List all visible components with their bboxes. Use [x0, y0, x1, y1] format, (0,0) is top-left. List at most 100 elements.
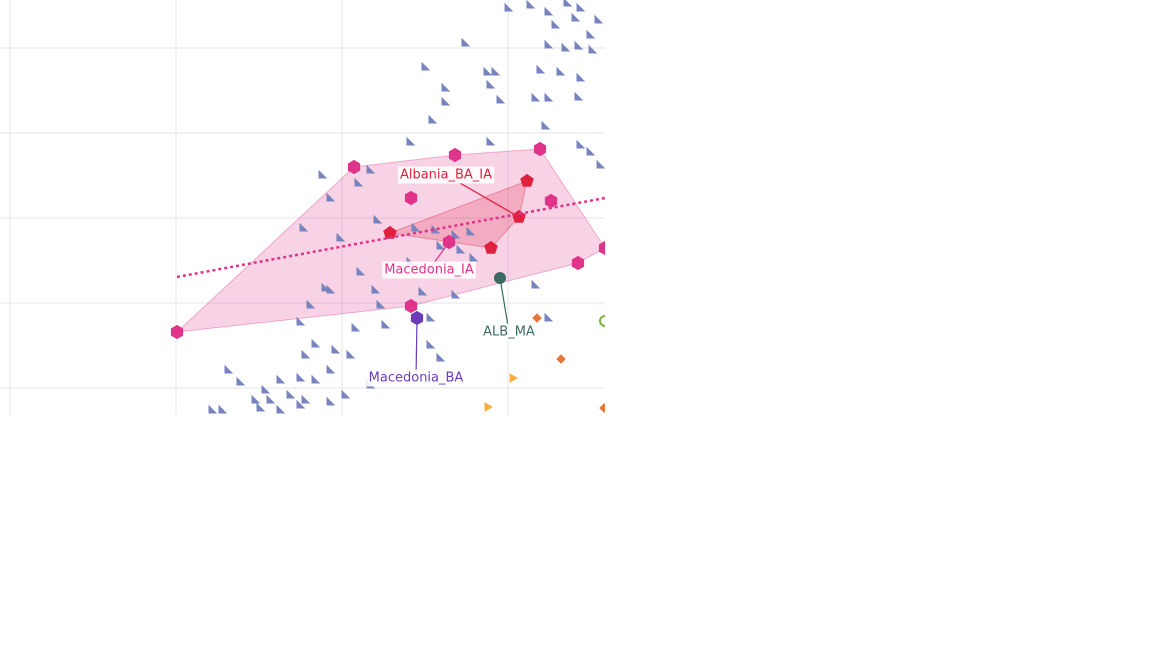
point: [256, 402, 266, 412]
point: [301, 394, 311, 404]
point: [441, 82, 451, 92]
point: [544, 193, 558, 209]
point: [354, 177, 364, 187]
point: [599, 403, 605, 413]
point: [509, 373, 519, 383]
point: [436, 352, 446, 362]
point: [586, 146, 596, 156]
point: [483, 66, 493, 76]
point: [571, 255, 585, 271]
point: [496, 94, 506, 104]
point: [486, 136, 496, 146]
point: [404, 298, 418, 314]
point: [371, 284, 381, 294]
point: [326, 192, 336, 202]
point: [311, 374, 321, 384]
point: [276, 404, 286, 414]
point: [461, 37, 471, 47]
point: [536, 64, 546, 74]
point: [406, 136, 416, 146]
point: [296, 372, 306, 382]
point: [544, 6, 554, 16]
point: [336, 232, 346, 242]
point: [373, 214, 383, 224]
point: [306, 299, 316, 309]
point: [484, 240, 498, 254]
point: [426, 312, 436, 322]
point: [576, 72, 586, 82]
point: [563, 0, 573, 7]
point: [251, 394, 261, 404]
annotation-bg: [481, 323, 537, 341]
trend-line: [176, 196, 605, 279]
point: [531, 92, 541, 102]
point: [421, 61, 431, 71]
point: [451, 289, 461, 299]
point: [376, 299, 386, 309]
point: [469, 252, 479, 262]
annotation-label: Macedonia_IA: [384, 263, 474, 278]
annotation-arrow: [415, 317, 418, 379]
point: [556, 354, 566, 364]
annotation-bg: [366, 369, 466, 387]
point: [296, 316, 306, 326]
point: [224, 364, 234, 374]
point: [451, 229, 461, 239]
point: [520, 173, 534, 187]
point: [311, 338, 321, 348]
point: [456, 244, 466, 254]
point: [544, 39, 554, 49]
annotations: Macedonia_IA Albania_BA_IA ALB_MA Macedonia…: [366, 166, 537, 387]
point: [428, 114, 438, 124]
point: [170, 324, 184, 340]
point: [571, 12, 581, 22]
point: [596, 159, 605, 169]
annotation-bg: [397, 166, 495, 184]
annotation-label: ALB_MA: [483, 325, 535, 340]
point: [448, 147, 462, 163]
point: [276, 374, 286, 384]
point: [576, 2, 586, 12]
annotation-arrow: [499, 277, 510, 333]
annotation-label: Macedonia_BA: [369, 371, 464, 386]
point: [326, 364, 336, 374]
point: [426, 339, 436, 349]
point: [594, 14, 604, 24]
point: [441, 96, 451, 106]
point: [598, 240, 605, 256]
point: [541, 120, 551, 130]
point: [586, 29, 596, 39]
point: [326, 396, 336, 406]
point: [544, 312, 554, 322]
point: [301, 349, 311, 359]
point: [544, 92, 554, 102]
point: [588, 44, 598, 54]
point: [341, 389, 351, 399]
annotation-label: Albania_BA_IA: [400, 168, 492, 183]
point: [551, 19, 561, 29]
point: [299, 222, 309, 232]
point: [532, 313, 542, 323]
point: [574, 40, 584, 50]
point: [286, 389, 296, 399]
point: [347, 159, 361, 175]
plot-area: [0, 0, 605, 415]
point: [533, 141, 547, 157]
point: [218, 404, 228, 414]
point: [351, 322, 361, 332]
point: [574, 91, 584, 101]
point: [484, 402, 494, 412]
point: [576, 139, 586, 149]
point: [486, 79, 496, 89]
point: [318, 169, 328, 179]
point: [236, 376, 246, 386]
point: [504, 2, 514, 12]
point: [266, 394, 276, 404]
point: [556, 66, 566, 76]
point: [436, 240, 446, 250]
point: [491, 66, 501, 76]
hull: [175, 148, 605, 333]
